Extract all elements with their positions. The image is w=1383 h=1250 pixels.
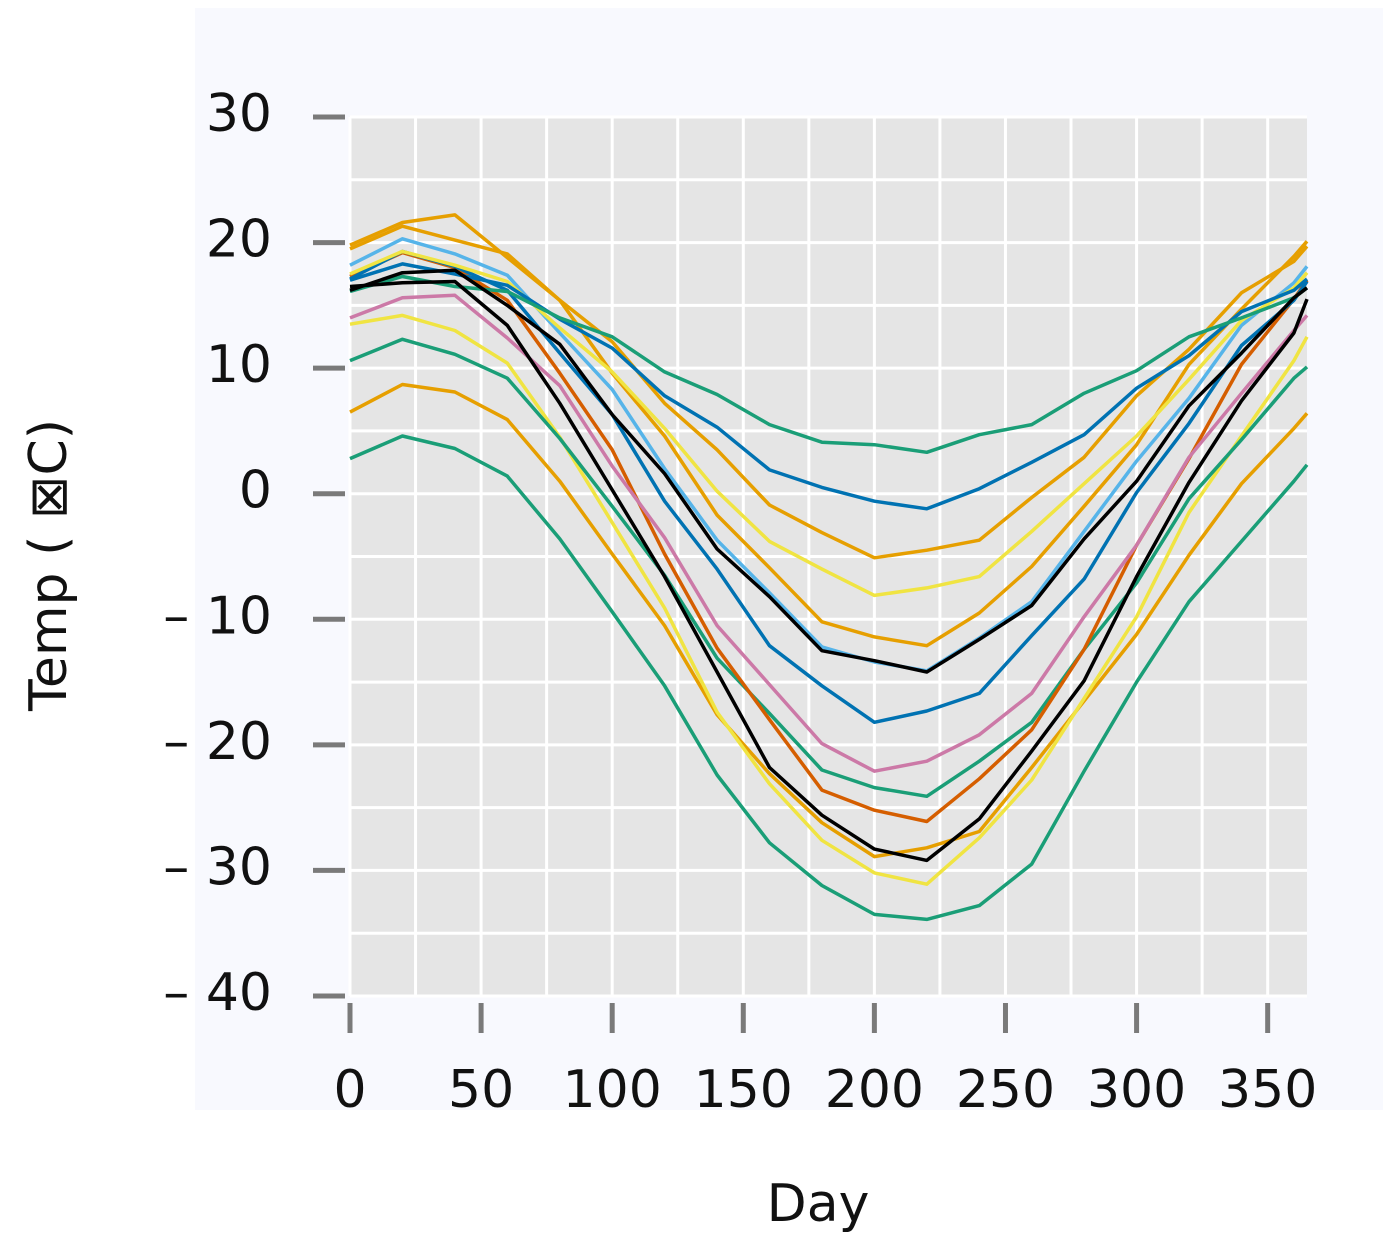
- series-line: [349, 279, 1309, 863]
- x-tick-label: 0: [333, 1060, 366, 1120]
- x-tick-label: 200: [825, 1060, 924, 1120]
- x-tick-label: 300: [1087, 1060, 1186, 1120]
- y-tick-label: 20: [206, 210, 272, 270]
- series-line: [349, 313, 1309, 886]
- series-line: [349, 337, 1309, 799]
- lines: [349, 213, 1309, 922]
- series-line: [349, 382, 1309, 859]
- y-tick-label: 30: [206, 84, 272, 144]
- series-line: [349, 213, 1309, 648]
- x-axis-label: Day: [767, 1174, 870, 1234]
- y-tick-label: – 30: [163, 837, 272, 897]
- series-line: [349, 224, 1309, 560]
- y-tick-label: – 40: [163, 963, 272, 1023]
- x-tick-label: 150: [694, 1060, 793, 1120]
- y-tick-label: – 10: [163, 586, 272, 646]
- series-line: [349, 293, 1309, 773]
- y-tick-label: 10: [206, 335, 272, 395]
- series-line: [349, 274, 1309, 455]
- y-axis-label: Temp ( ⊠C): [19, 419, 79, 712]
- x-tick-label: 50: [448, 1060, 514, 1120]
- x-tick-label: 250: [956, 1060, 1055, 1120]
- series-line: [349, 268, 1309, 674]
- series-line: [349, 262, 1309, 511]
- x-tick-label: 100: [563, 1060, 662, 1120]
- series-line: [349, 249, 1309, 725]
- x-tick-label: 350: [1218, 1060, 1317, 1120]
- y-tick-label: – 20: [163, 712, 272, 772]
- series-line: [349, 434, 1309, 922]
- y-tick-label: 0: [239, 461, 272, 521]
